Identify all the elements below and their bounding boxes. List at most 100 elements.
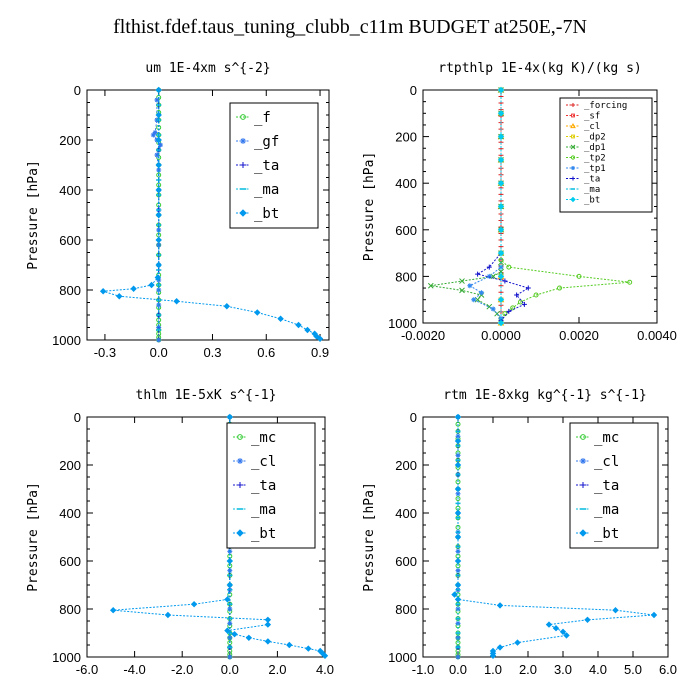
legend-marker [571, 166, 575, 170]
data-point [321, 652, 329, 660]
data-point [155, 111, 162, 119]
y-tick-label: 1000 [52, 333, 81, 348]
legend-marker [240, 138, 246, 144]
y-tick-label: 0 [410, 83, 417, 98]
data-point [497, 226, 505, 234]
data-point [497, 203, 505, 210]
x-tick-label: -4.0 [123, 662, 145, 677]
y-tick-label: 200 [59, 458, 81, 473]
legend-label: _cl [594, 454, 619, 470]
data-point [496, 602, 504, 609]
y-tick-label: 800 [59, 602, 81, 617]
series-bt [451, 413, 658, 660]
data-point [497, 133, 505, 140]
data-point [305, 645, 312, 652]
legend-label: _bt [251, 526, 276, 542]
data-point [497, 156, 505, 164]
data-point [454, 533, 462, 541]
legend-marker [236, 529, 244, 537]
data-point [454, 485, 462, 493]
data-point [486, 264, 492, 270]
y-tick-label: 200 [395, 130, 417, 145]
legend-label: _ma [254, 182, 279, 198]
y-axis-label: Pressure [hPa] [26, 160, 41, 270]
legend-label: _forcing [584, 101, 627, 111]
data-point [155, 211, 162, 219]
data-point [277, 315, 284, 322]
data-point [525, 285, 531, 291]
data-point [454, 413, 462, 421]
legend-label: _ma [594, 502, 619, 518]
legend-marker [237, 434, 243, 440]
data-point [454, 596, 462, 603]
data-point [154, 97, 160, 103]
data-point [490, 306, 496, 312]
legend-box [559, 97, 653, 213]
series-line [468, 90, 502, 319]
data-point [155, 261, 162, 269]
legend-marker [570, 196, 576, 203]
x-tick-label: -0.3 [94, 345, 116, 360]
legend-label: _bt [584, 196, 600, 206]
y-tick-label: 0 [74, 410, 81, 425]
series-bt [99, 86, 324, 342]
data-point [130, 285, 137, 292]
y-tick-label: 1000 [52, 650, 81, 665]
legend: _mc _cl _ta _ma _bt [569, 422, 659, 549]
data-point [552, 624, 560, 632]
data-point [286, 641, 293, 649]
data-point [451, 591, 458, 598]
data-point [514, 292, 520, 298]
x-tick-label: 0.0 [150, 345, 168, 360]
data-point [502, 311, 508, 317]
data-point [156, 167, 162, 173]
legend-label: _cl [251, 454, 276, 470]
data-point [226, 413, 234, 421]
data-point [155, 236, 162, 244]
data-point [154, 274, 162, 281]
data-point [497, 319, 505, 327]
data-point [545, 621, 553, 628]
legend-label: _bt [594, 526, 619, 542]
y-tick-label: 600 [59, 554, 81, 569]
data-point [497, 273, 505, 280]
data-point [264, 621, 272, 628]
data-point [479, 290, 484, 296]
legend-marker [237, 482, 243, 488]
data-point [245, 634, 253, 642]
data-point [497, 249, 505, 257]
x-tick-label: 0.0020 [559, 328, 599, 343]
data-point [226, 557, 234, 565]
data-point [455, 568, 461, 574]
y-axis-label: Pressure [hPa] [362, 152, 377, 262]
data-point [514, 639, 521, 646]
data-point [427, 282, 434, 289]
legend-marker [580, 434, 586, 440]
y-axis-label: Pressure [hPa] [26, 482, 41, 592]
legend-marker [571, 176, 575, 181]
legend-label: _dp1 [584, 143, 606, 153]
data-point [227, 620, 233, 626]
x-tick-label: 2.0 [268, 662, 286, 677]
legend-label: _bt [254, 206, 279, 222]
chart-title: thlm 1E-5xK s^{-1} [136, 388, 277, 403]
data-point [173, 298, 180, 305]
data-point [154, 152, 160, 158]
data-point [497, 86, 505, 94]
data-point [584, 616, 591, 624]
data-point [576, 273, 582, 279]
data-point [150, 132, 156, 138]
data-point [454, 557, 462, 565]
data-point [559, 628, 567, 636]
data-point [156, 337, 162, 343]
y-tick-label: 0 [410, 410, 417, 425]
y-tick-label: 200 [395, 458, 417, 473]
data-point [455, 654, 461, 660]
data-point [227, 654, 233, 660]
x-tick-label: -2.0 [171, 662, 193, 677]
data-point [497, 296, 505, 303]
data-point [313, 333, 320, 340]
legend-marker [570, 122, 576, 129]
legend-marker [237, 458, 243, 464]
legend: _forcing_sf_cl_dp2_dp1_tp2_tp1_ta_ma_bt [559, 97, 653, 213]
